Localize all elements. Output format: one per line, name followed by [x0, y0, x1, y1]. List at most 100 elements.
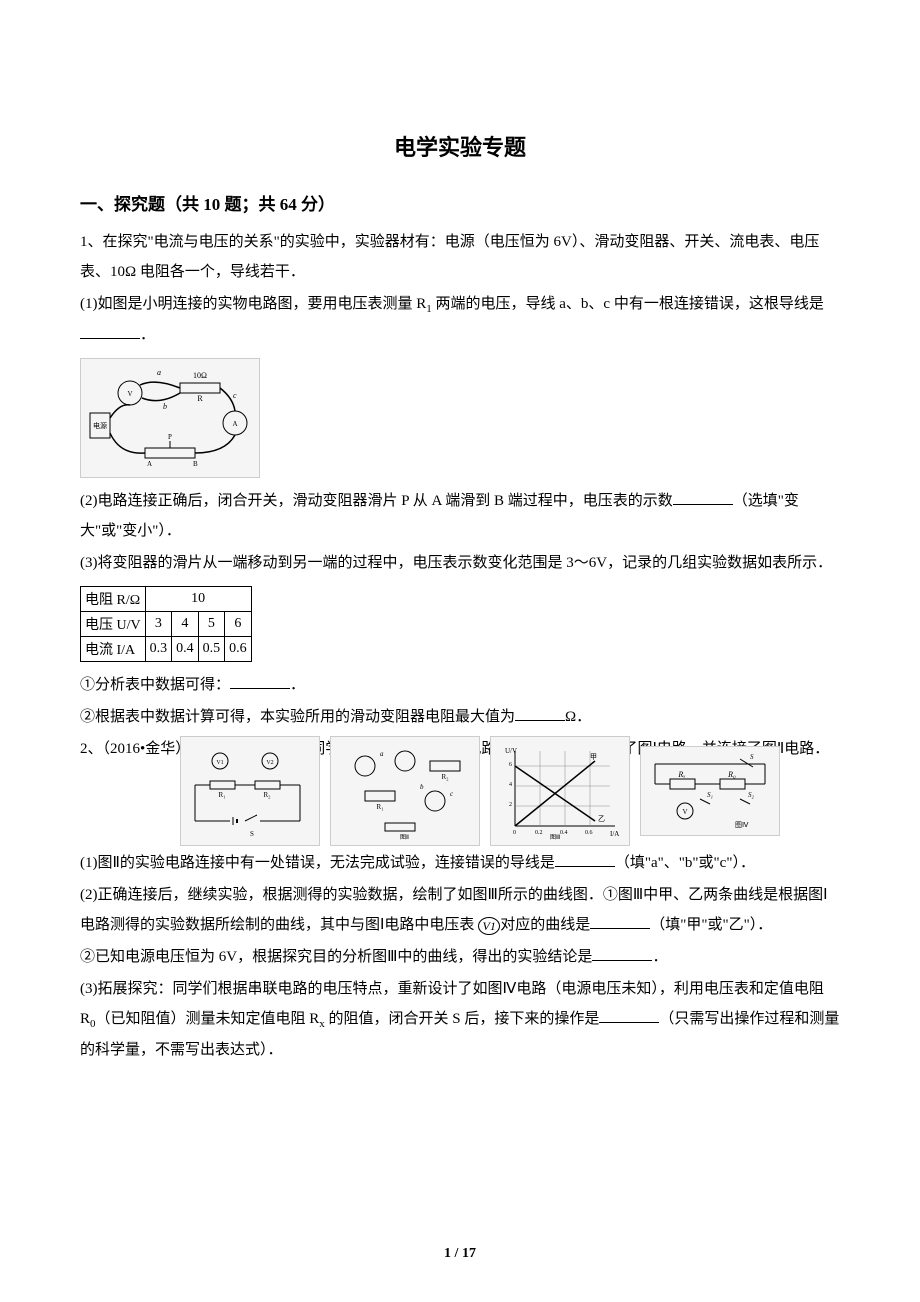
voltmeter-icon: V1 [478, 917, 500, 935]
svg-text:0: 0 [513, 830, 516, 836]
q1-intro: 1、在探究"电流与电压的关系"的实验中，实验器材有：电源（电压恒为 6V）、滑动… [80, 227, 840, 287]
section-header: 一、探究题（共 10 题；共 64 分） [80, 190, 840, 215]
q2-p1-prefix: (1)图Ⅱ的实验电路连接中有一处错误，无法完成试验，连接错误的导线是 [80, 855, 555, 871]
svg-text:c: c [450, 790, 454, 798]
svg-text:R₂: R₂ [441, 773, 449, 781]
q2-part3: (3)拓展探究：同学们根据串联电路的电压特点，重新设计了如图Ⅳ电路（电源电压未知… [80, 974, 840, 1065]
q2-p1-suffix: （填"a"、"b"或"c"）． [615, 855, 755, 871]
svg-text:图Ⅱ: 图Ⅱ [400, 834, 409, 841]
q2-p3-mid1: （已知阻值）测量未知定值电阻 R [96, 1011, 320, 1027]
svg-text:6: 6 [509, 762, 512, 768]
blank-fill [599, 1009, 659, 1023]
svg-text:0.4: 0.4 [560, 830, 568, 836]
circuit-diagram-q1: 电源 V 10Ω R A A B P a b c [80, 358, 260, 478]
table-cell: 6 [225, 612, 252, 637]
svg-text:V2: V2 [266, 760, 273, 766]
table-cell: 0.6 [225, 637, 252, 662]
svg-text:0.2: 0.2 [535, 830, 543, 836]
blank-fill [673, 491, 733, 505]
circuit-diagram-fig1: V1 V2 R₁ R₂ S [180, 736, 320, 846]
q2-part1: (1)图Ⅱ的实验电路连接中有一处错误，无法完成试验，连接错误的导线是 （填"a"、… [80, 848, 840, 878]
svg-text:V: V [682, 808, 687, 816]
svg-text:甲: 甲 [590, 753, 597, 761]
table-row: 电流 I/A 0.3 0.4 0.5 0.6 [81, 637, 252, 662]
q1-conclusion1: ①分析表中数据可得： ． [80, 670, 840, 700]
table-cell: 电阻 R/Ω [81, 587, 146, 612]
q1-data-table: 电阻 R/Ω 10 电压 U/V 3 4 5 6 电流 I/A 0.3 0.4 … [80, 586, 252, 662]
q1-c2-suffix: Ω． [565, 709, 591, 725]
blank-fill [555, 853, 615, 867]
svg-text:S₂: S₂ [748, 791, 755, 799]
svg-text:c: c [233, 391, 237, 400]
table-cell: 4 [172, 612, 199, 637]
q2-part2: (2)正确连接后，继续实验，根据测得的实验数据，绘制了如图Ⅲ所示的曲线图．①图Ⅲ… [80, 880, 840, 940]
svg-text:R: R [197, 394, 203, 403]
svg-text:电源: 电源 [93, 421, 107, 430]
svg-text:R₁: R₁ [218, 791, 225, 799]
svg-text:S: S [250, 830, 254, 838]
q1-p1-suffix: ． [140, 327, 155, 343]
table-cell: 0.5 [198, 637, 225, 662]
blank-fill [515, 707, 565, 721]
table-cell: 0.3 [145, 637, 172, 662]
table-cell: 5 [198, 612, 225, 637]
q1-p1-prefix: (1)如图是小明连接的实物电路图，要用电压表测量 R [80, 296, 426, 312]
svg-text:a: a [157, 368, 161, 377]
q2-figures: V1 V2 R₁ R₂ S R₂ R₁ [180, 736, 840, 846]
blank-fill [590, 915, 650, 929]
svg-text:S₁: S₁ [707, 791, 713, 799]
q1-conclusion2: ②根据表中数据计算可得，本实验所用的滑动变阻器电阻最大值为 Ω． [80, 702, 840, 732]
svg-text:V: V [127, 390, 132, 398]
q2-p2-suffix: （填"甲"或"乙"）． [650, 917, 772, 933]
q2-c2-suffix: ． [652, 949, 667, 965]
blank-fill [230, 675, 290, 689]
table-cell: 0.4 [172, 637, 199, 662]
table-row: 电压 U/V 3 4 5 6 [81, 612, 252, 637]
circuit-diagram-fig4: S Rₓ R₀ V S₁ S₂ 图Ⅳ [640, 746, 780, 836]
table-cell: 3 [145, 612, 172, 637]
svg-text:图Ⅲ: 图Ⅲ [550, 834, 560, 841]
svg-text:10Ω: 10Ω [193, 371, 207, 380]
svg-text:R₂: R₂ [263, 791, 271, 799]
table-row: 电阻 R/Ω 10 [81, 587, 252, 612]
svg-text:R₀: R₀ [727, 770, 736, 779]
svg-text:B: B [193, 460, 198, 468]
q1-part2: (2)电路连接正确后，闭合开关，滑动变阻器滑片 P 从 A 端滑到 B 端过程中… [80, 486, 840, 546]
svg-text:A: A [147, 460, 152, 468]
q2-p2-mid: 对应的曲线是 [500, 917, 590, 933]
q1-p2-prefix: (2)电路连接正确后，闭合开关，滑动变阻器滑片 P 从 A 端滑到 B 端过程中… [80, 493, 673, 509]
svg-text:b: b [420, 783, 424, 791]
svg-text:Rₓ: Rₓ [677, 770, 685, 779]
table-cell: 10 [145, 587, 251, 612]
svg-text:S: S [750, 753, 754, 761]
q1-c1-suffix: ． [290, 677, 305, 693]
svg-text:P: P [168, 433, 172, 441]
svg-text:b: b [163, 402, 167, 411]
q1-part3: (3)将变阻器的滑片从一端移动到另一端的过程中，电压表示数变化范围是 3～6V，… [80, 548, 840, 578]
q1-c2-prefix: ②根据表中数据计算可得，本实验所用的滑动变阻器电阻最大值为 [80, 709, 515, 725]
blank-fill [592, 947, 652, 961]
q1-c1-prefix: ①分析表中数据可得： [80, 677, 230, 693]
table-cell: 电压 U/V [81, 612, 146, 637]
chart-fig3: U/V I/A 6 4 2 0 0.2 0.4 0.6 甲 乙 图Ⅲ [490, 736, 630, 846]
blank-fill [80, 325, 140, 339]
page-title: 电学实验专题 [80, 130, 840, 162]
circuit-diagram-fig2: R₂ R₁ a b c 图Ⅱ [330, 736, 480, 846]
q1-part1: (1)如图是小明连接的实物电路图，要用电压表测量 R1 两端的电压，导线 a、b… [80, 289, 840, 350]
q2-conclusion2: ②已知电源电压恒为 6V，根据探究目的分析图Ⅲ中的曲线，得出的实验结论是 ． [80, 942, 840, 972]
svg-text:a: a [380, 750, 384, 758]
q2-c2-prefix: ②已知电源电压恒为 6V，根据探究目的分析图Ⅲ中的曲线，得出的实验结论是 [80, 949, 592, 965]
svg-text:I/A: I/A [610, 830, 619, 838]
svg-text:U/V: U/V [505, 747, 517, 755]
svg-text:A: A [232, 420, 237, 428]
svg-text:2: 2 [509, 802, 512, 808]
q1-p1-mid: 两端的电压，导线 a、b、c 中有一根连接错误，这根导线是 [432, 296, 824, 312]
svg-text:图Ⅳ: 图Ⅳ [735, 821, 749, 829]
svg-text:V1: V1 [216, 760, 223, 766]
table-cell: 电流 I/A [81, 637, 146, 662]
q2-p3-mid2: 的阻值，闭合开关 S 后，接下来的操作是 [325, 1011, 600, 1027]
svg-text:4: 4 [509, 782, 512, 788]
svg-text:R₁: R₁ [376, 803, 383, 811]
svg-text:0.6: 0.6 [585, 830, 593, 836]
svg-text:乙: 乙 [598, 815, 605, 823]
